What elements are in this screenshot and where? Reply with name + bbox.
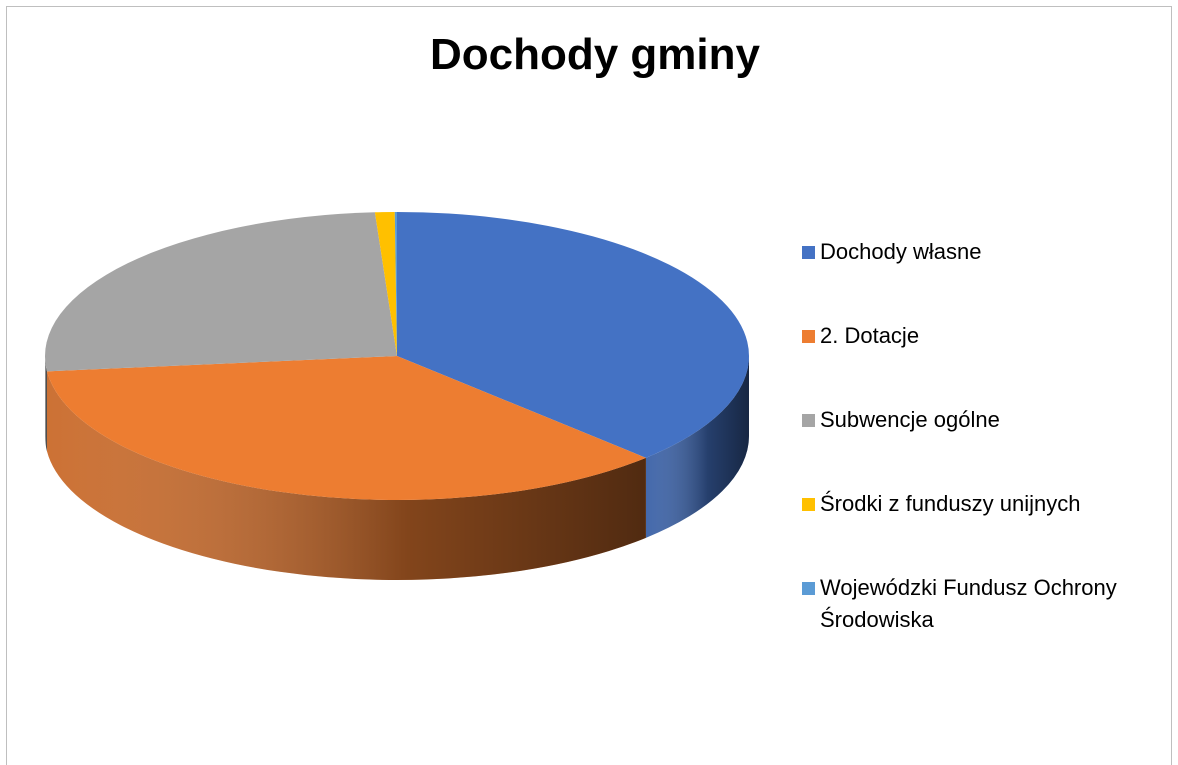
legend-item: Wojewódzki Fundusz Ochrony Środowiska — [802, 572, 1172, 656]
pie-slice-0 — [397, 212, 750, 458]
legend-label: Dochody własne — [820, 239, 982, 264]
pie-slice-1 — [47, 356, 646, 501]
pie-chart — [44, 212, 750, 580]
pie-side-shade-1 — [47, 371, 646, 580]
legend-swatch — [802, 330, 815, 343]
legend-item: 2. Dotacje — [802, 320, 1172, 404]
legend-item: Środki z funduszy unijnych — [802, 488, 1172, 572]
legend-swatch — [802, 582, 815, 595]
chart-legend: Dochody własne 2. Dotacje Subwencje ogólne… — [802, 236, 1172, 656]
chart-frame — [6, 6, 1172, 765]
pie-slice-2 — [44, 212, 397, 372]
pie-slice-3 — [374, 212, 397, 356]
pie-slice-4 — [394, 212, 397, 356]
legend-swatch — [802, 498, 815, 511]
legend-item: Dochody własne — [802, 236, 1172, 320]
legend-item: Subwencje ogólne — [802, 404, 1172, 488]
legend-label: Wojewódzki Fundusz Ochrony Środowiska — [820, 575, 1117, 632]
legend-swatch — [802, 414, 815, 427]
pie-side-shade-2 — [45, 356, 48, 452]
chart-title: Dochody gminy — [429, 30, 761, 79]
legend-label: Subwencje ogólne — [820, 407, 1000, 432]
pie-side-shade-0 — [645, 356, 749, 538]
legend-swatch — [802, 246, 815, 259]
legend-label: Środki z funduszy unijnych — [820, 491, 1081, 516]
legend-label: 2. Dotacje — [820, 323, 920, 348]
